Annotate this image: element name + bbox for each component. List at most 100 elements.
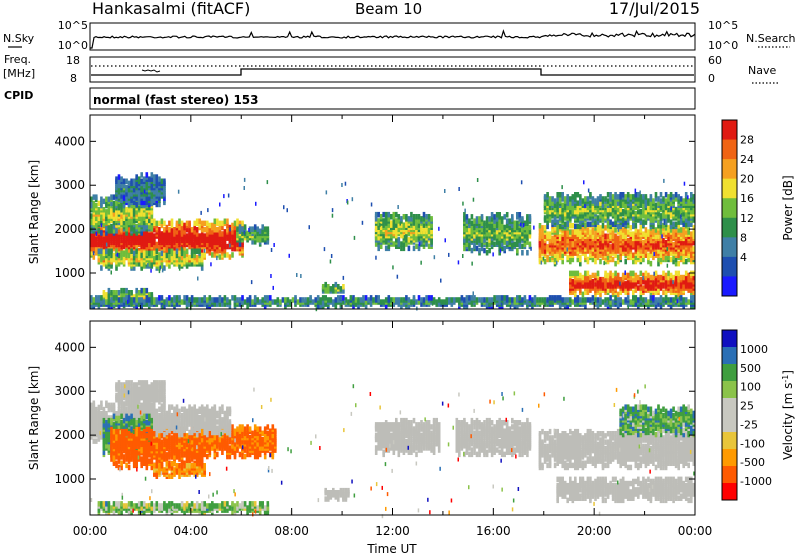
scatter-cell (122, 237, 126, 243)
scatter-cell (125, 207, 128, 213)
scatter-cell (579, 272, 582, 279)
scatter-cell (591, 250, 595, 256)
scatter-cell (611, 289, 615, 295)
scatter-cell (679, 244, 683, 250)
scatter-cell (606, 192, 610, 198)
scatter-cell (200, 252, 204, 259)
scatter-speckle (676, 299, 679, 304)
scatter-cell (183, 233, 186, 239)
scatter-cell (563, 196, 567, 202)
scatter-cell (553, 215, 557, 221)
scatter-cell (190, 295, 194, 301)
scatter-cell (586, 221, 590, 227)
scatter-cell (362, 295, 365, 301)
scatter-cell (110, 297, 113, 303)
scatter-cell (185, 220, 189, 227)
scatter-cell (556, 295, 559, 301)
scatter-cell (221, 224, 224, 231)
scatter-cell (614, 295, 617, 301)
scatter-cell (624, 194, 627, 200)
scatter-cell (412, 214, 416, 220)
scatter-cell (662, 196, 665, 202)
scatter-cell (158, 243, 161, 250)
scatter-cell (148, 297, 151, 303)
scatter-cell (208, 295, 212, 301)
scatter-cell (586, 287, 590, 293)
scatter-cell (180, 299, 184, 305)
scatter-speckle (296, 273, 298, 277)
scatter-cell (503, 295, 506, 301)
scatter-cell (591, 217, 595, 223)
scatter-cell (566, 198, 569, 204)
scatter-cell (493, 295, 496, 301)
scatter-cell (659, 213, 663, 219)
scatter-cell (382, 211, 385, 218)
scatter-cell (430, 295, 433, 301)
scatter-cell (563, 297, 567, 303)
scatter-cell (682, 227, 685, 233)
scatter-cell (574, 297, 577, 303)
scatter-cell (604, 208, 607, 215)
scatter-cell (611, 299, 615, 305)
scatter-cell (626, 301, 630, 307)
scatter-cell (117, 294, 121, 300)
scatter-cell (208, 250, 212, 256)
scatter-cell (616, 297, 620, 303)
scatter-cell (175, 301, 179, 307)
scatter-cell (538, 233, 542, 239)
scatter-cell (432, 297, 436, 303)
scatter-cell (110, 207, 113, 213)
scatter-cell (586, 196, 590, 202)
scatter-cell (153, 297, 156, 303)
scatter-cell (261, 297, 264, 303)
scatter-cell (594, 281, 597, 287)
scatter-cell (153, 245, 156, 252)
scatter-cell (669, 297, 673, 303)
scatter-cell (110, 194, 113, 200)
scatter-cell (475, 245, 479, 252)
scatter-cell (538, 250, 542, 256)
scatter-cell (626, 272, 630, 279)
scatter-cell (294, 295, 297, 301)
scatter-cell (170, 297, 174, 303)
scatter-speckle (606, 300, 608, 305)
scatter-cell (324, 295, 327, 301)
scatter-cell (611, 272, 615, 279)
scatter-cell (642, 219, 645, 225)
scatter-cell (579, 200, 582, 206)
scatter-cell (556, 256, 559, 263)
scatter-cell (97, 224, 101, 231)
scatter-cell (382, 218, 385, 224)
scatter-cell (387, 243, 391, 249)
scatter-cell (105, 219, 108, 226)
scatter-cell (271, 299, 275, 305)
scatter-cell (153, 218, 156, 224)
scatter-cell (200, 227, 204, 233)
scatter-cell (206, 220, 209, 227)
scatter-speckle (603, 261, 605, 266)
scatter-cell (546, 223, 549, 230)
scatter-cell (130, 248, 133, 254)
scatter-cell (465, 214, 469, 220)
noise-right-top-tick: 10^5 (708, 19, 738, 32)
noise-panel-frame (89, 22, 696, 51)
scatter-speckle (340, 296, 342, 301)
scatter-speckle (127, 299, 129, 304)
scatter-cell (417, 218, 421, 224)
scatter-cell (606, 223, 610, 229)
scatter-cell (669, 219, 673, 225)
scatter-cell (160, 178, 164, 184)
scatter-cell (679, 283, 683, 289)
scatter-cell (649, 200, 653, 206)
scatter-cell (92, 297, 96, 303)
cpid-panel-frame (89, 87, 696, 110)
scatter-cell (606, 198, 610, 204)
scatter-cell (614, 260, 617, 267)
scatter-cell (634, 301, 638, 307)
scatter-cell (538, 229, 542, 235)
scatter-cell (226, 218, 229, 224)
scatter-cell (102, 299, 106, 305)
scatter-cell (190, 227, 194, 233)
scatter-cell (405, 241, 408, 247)
scatter-cell (664, 202, 668, 208)
